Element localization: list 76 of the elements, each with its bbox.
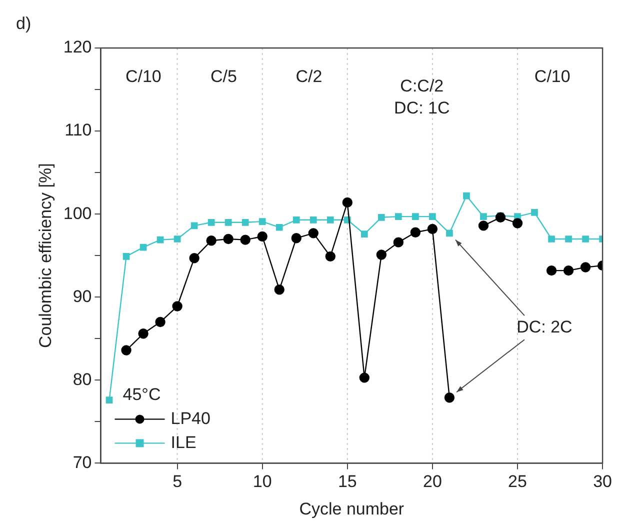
y-tick-label: 110: [64, 120, 92, 140]
point: [240, 234, 250, 245]
annotation: C/5: [210, 66, 237, 86]
point: [580, 262, 591, 272]
point: [310, 216, 317, 224]
point: [242, 218, 249, 226]
point: [258, 218, 266, 225]
annotation: C:C/2 DC: 1C: [394, 76, 450, 118]
x-tick-label: 5: [172, 472, 182, 492]
point: [190, 222, 198, 230]
point: [172, 301, 182, 312]
point: [189, 252, 200, 264]
point: [274, 284, 284, 295]
point: [582, 236, 589, 242]
point: [325, 251, 336, 262]
point: [412, 213, 419, 220]
point: [495, 212, 506, 222]
point: [106, 396, 113, 404]
point: [257, 231, 268, 242]
point: [563, 265, 574, 276]
x-tick-label: 15: [338, 472, 357, 492]
point: [292, 216, 300, 224]
text: d): [16, 14, 32, 34]
point: [291, 233, 302, 244]
point: [565, 236, 572, 242]
annotation: DC: 2C: [516, 317, 572, 336]
point: [224, 218, 232, 226]
annotation: C/10: [125, 66, 162, 86]
point: [410, 227, 421, 238]
point: [276, 224, 283, 231]
point: [546, 265, 557, 276]
point: [429, 213, 436, 220]
point: [138, 328, 148, 339]
point: [444, 392, 455, 403]
point: [155, 316, 166, 328]
y-tick-label: 90: [72, 286, 92, 306]
point: [395, 213, 402, 220]
point: [376, 250, 387, 260]
point: [480, 213, 487, 220]
x-tick-label: 10: [252, 472, 272, 492]
point: [206, 236, 216, 246]
point: [378, 214, 385, 221]
y-tick-label: 70: [72, 452, 92, 472]
point: [174, 236, 181, 242]
point: [512, 218, 523, 228]
point: [463, 192, 470, 200]
point: [359, 372, 370, 383]
point: [360, 230, 368, 238]
legend-label: ILE: [170, 432, 196, 452]
y-tick-label: 100: [63, 204, 92, 223]
point: [308, 228, 318, 238]
point: [478, 220, 489, 231]
point: [208, 218, 215, 226]
point: [326, 216, 334, 224]
legend-title: 45°C: [122, 384, 161, 404]
point: [156, 236, 164, 244]
legend-label: LP40: [170, 408, 210, 428]
x-tick-label: 25: [508, 472, 527, 492]
point: [531, 208, 538, 216]
y-tick-label: 80: [72, 370, 92, 389]
point: [140, 244, 147, 251]
x-axis-title: Cycle number: [299, 499, 404, 518]
x-tick-label: 20: [422, 472, 442, 492]
point: [223, 234, 234, 244]
point: [393, 237, 404, 248]
point: [446, 230, 453, 237]
x-tick-label: 30: [593, 472, 612, 492]
y-tick-label: 120: [63, 38, 92, 57]
point: [122, 253, 130, 260]
point: [121, 345, 132, 356]
y-axis-title: Coulombic efficiency [%]: [36, 163, 55, 348]
point: [427, 224, 438, 234]
point: [342, 197, 352, 208]
point: [548, 236, 555, 242]
annotation: C/10: [534, 66, 570, 86]
annotation: C/2: [296, 66, 322, 86]
